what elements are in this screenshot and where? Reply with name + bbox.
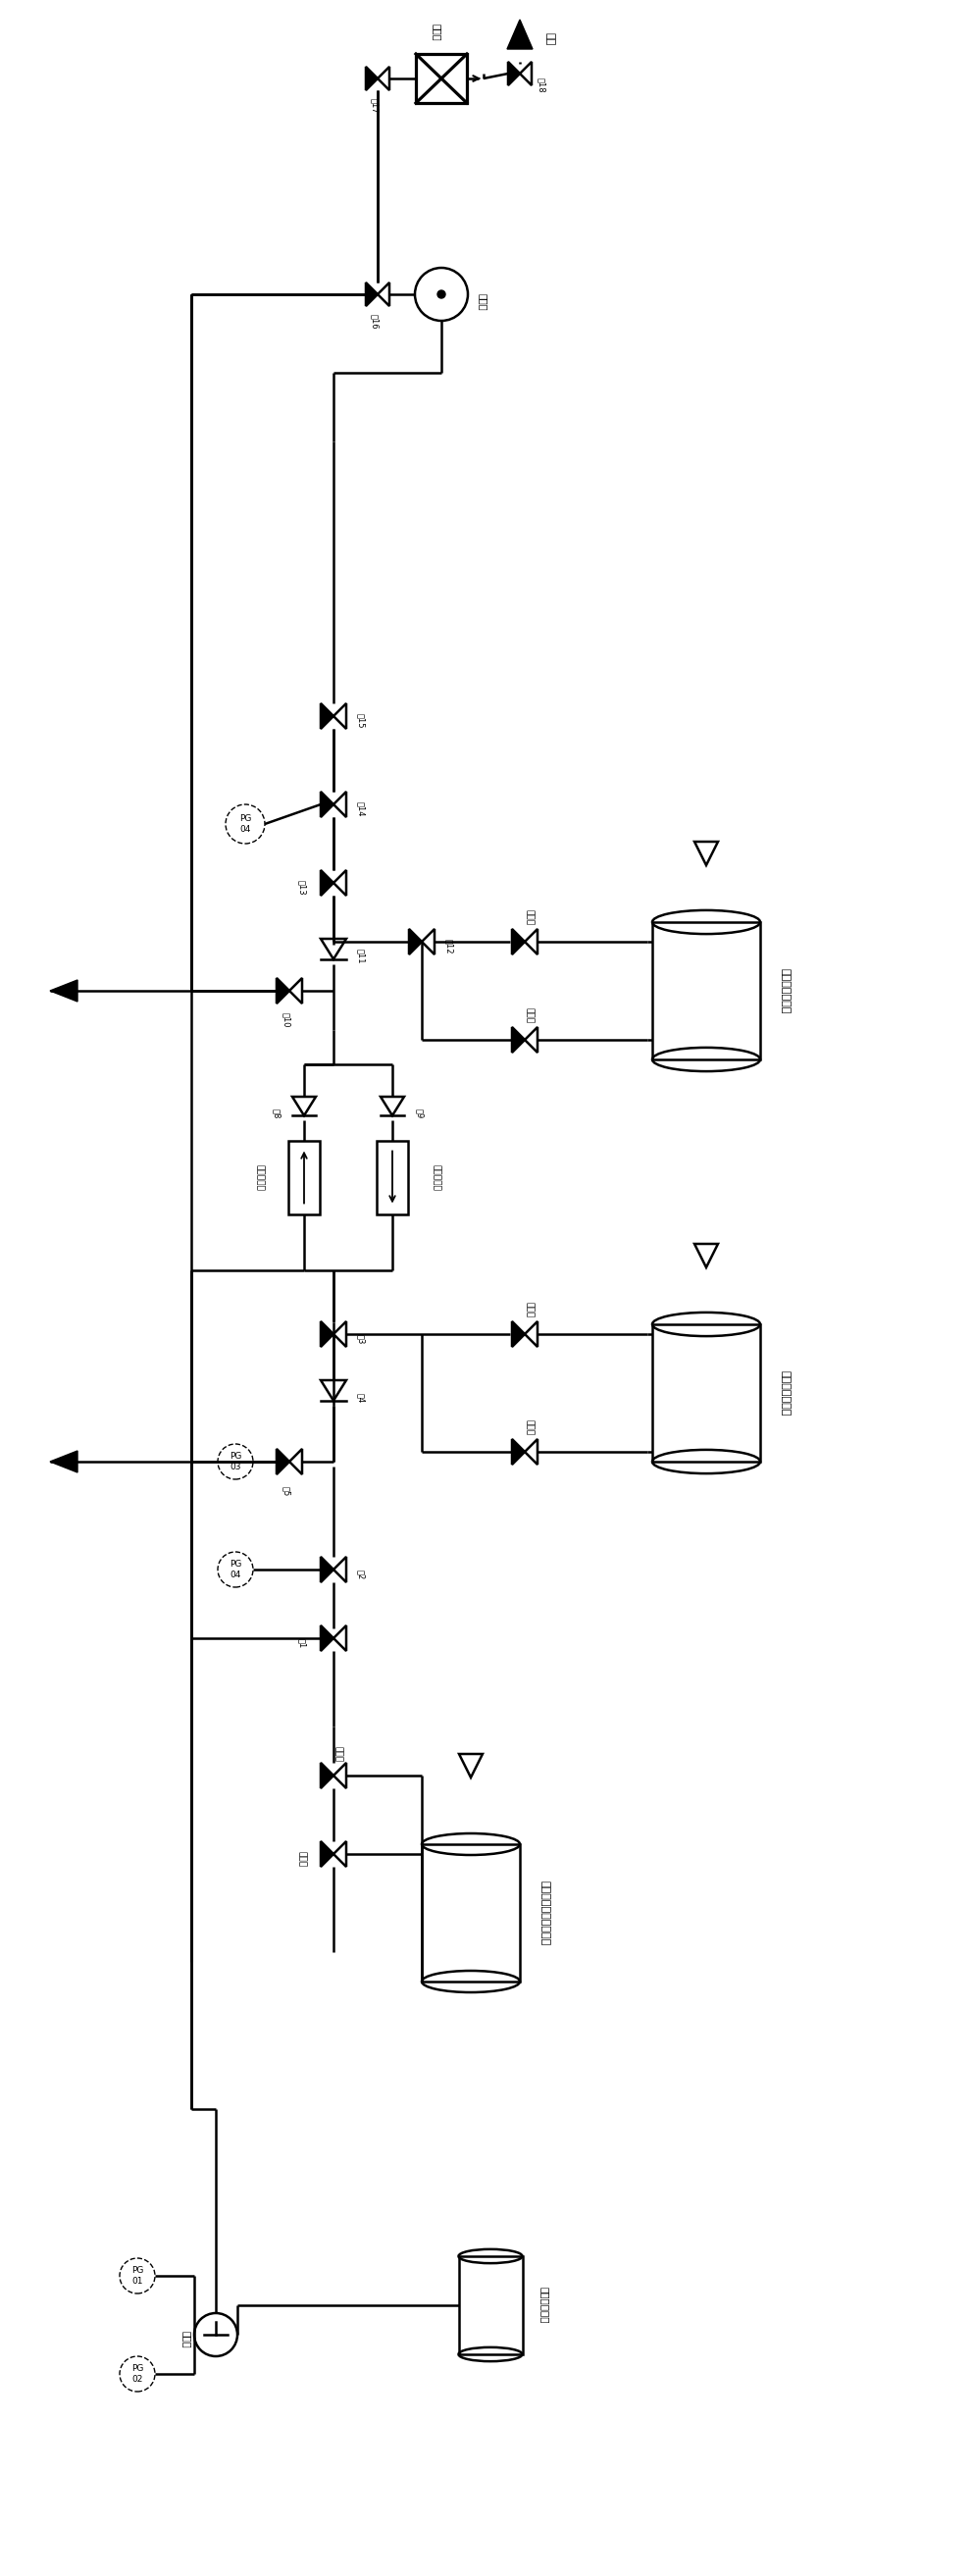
Text: 第二过滤器: 第二过滤器 — [432, 1164, 441, 1190]
Bar — [288, 1141, 320, 1213]
Polygon shape — [276, 979, 289, 1005]
Text: PG
04: PG 04 — [230, 1561, 241, 1579]
Polygon shape — [508, 62, 520, 85]
Text: 排放: 排放 — [544, 33, 555, 46]
Text: 过滤器: 过滤器 — [525, 909, 534, 925]
Polygon shape — [321, 1762, 334, 1788]
Text: 阀13: 阀13 — [298, 881, 306, 896]
Text: 阀18: 阀18 — [537, 77, 546, 93]
Polygon shape — [512, 1321, 524, 1347]
Bar — [652, 922, 760, 1059]
Text: 过滤器: 过滤器 — [334, 1747, 342, 1762]
Text: 阀17: 阀17 — [371, 98, 379, 113]
Text: PG
01: PG 01 — [131, 2267, 143, 2285]
Bar — [415, 54, 467, 103]
Text: 阀1: 阀1 — [298, 1638, 306, 1649]
Text: 阀5: 阀5 — [282, 1486, 291, 1497]
Polygon shape — [321, 1556, 334, 1582]
Polygon shape — [321, 791, 334, 817]
Text: 真空泵: 真空泵 — [478, 294, 487, 312]
Text: 高纯氮气钢瓶: 高纯氮气钢瓶 — [539, 2287, 550, 2324]
Polygon shape — [512, 1028, 524, 1054]
Text: PG
02: PG 02 — [131, 2365, 143, 2383]
Text: PG
03: PG 03 — [230, 1453, 241, 1471]
Polygon shape — [512, 930, 524, 956]
Polygon shape — [321, 1625, 334, 1651]
Text: PG
04: PG 04 — [239, 814, 251, 835]
Text: 第二待处理钢瓶: 第二待处理钢瓶 — [779, 969, 789, 1012]
Polygon shape — [366, 283, 378, 307]
Polygon shape — [507, 21, 532, 49]
Text: 阀2: 阀2 — [356, 1569, 366, 1579]
Text: 阀9: 阀9 — [415, 1108, 424, 1118]
Text: 过滤器: 过滤器 — [298, 1852, 306, 1868]
Polygon shape — [276, 1448, 289, 1473]
Text: 超高纯正硅酸乙酯钢瓶: 超高纯正硅酸乙酯钢瓶 — [539, 1880, 550, 1945]
Text: 阀11: 阀11 — [356, 948, 366, 963]
Circle shape — [438, 291, 446, 299]
Polygon shape — [409, 930, 421, 956]
Text: 过滤器: 过滤器 — [525, 1007, 534, 1023]
Bar — [377, 1141, 408, 1213]
Polygon shape — [321, 1321, 334, 1347]
Text: 吸附柱: 吸附柱 — [432, 23, 442, 41]
Text: 调压阀: 调压阀 — [181, 2331, 192, 2349]
Polygon shape — [366, 67, 378, 90]
Text: 阀8: 阀8 — [272, 1108, 281, 1118]
Text: 阀16: 阀16 — [371, 314, 379, 330]
Text: 阀10: 阀10 — [282, 1012, 291, 1028]
Polygon shape — [50, 979, 78, 1002]
Bar — [652, 1324, 760, 1461]
Text: 过滤器: 过滤器 — [525, 1419, 534, 1435]
Polygon shape — [321, 1842, 334, 1868]
Bar — [421, 1844, 520, 1981]
Text: 过滤器: 过滤器 — [525, 1301, 534, 1316]
Text: 第一过滤器: 第一过滤器 — [256, 1164, 265, 1190]
Text: 阀14: 阀14 — [356, 801, 366, 817]
Text: 阀15: 阀15 — [356, 714, 366, 729]
Polygon shape — [512, 1440, 524, 1466]
Polygon shape — [321, 703, 334, 729]
Text: 阀3: 阀3 — [356, 1334, 366, 1345]
Polygon shape — [50, 1450, 78, 1473]
Text: 阀12: 阀12 — [445, 940, 453, 953]
Bar — [458, 2257, 523, 2354]
Text: 阀4: 阀4 — [356, 1394, 366, 1404]
Text: 第一待处理钢瓶: 第一待处理钢瓶 — [779, 1370, 789, 1417]
Polygon shape — [321, 871, 334, 896]
